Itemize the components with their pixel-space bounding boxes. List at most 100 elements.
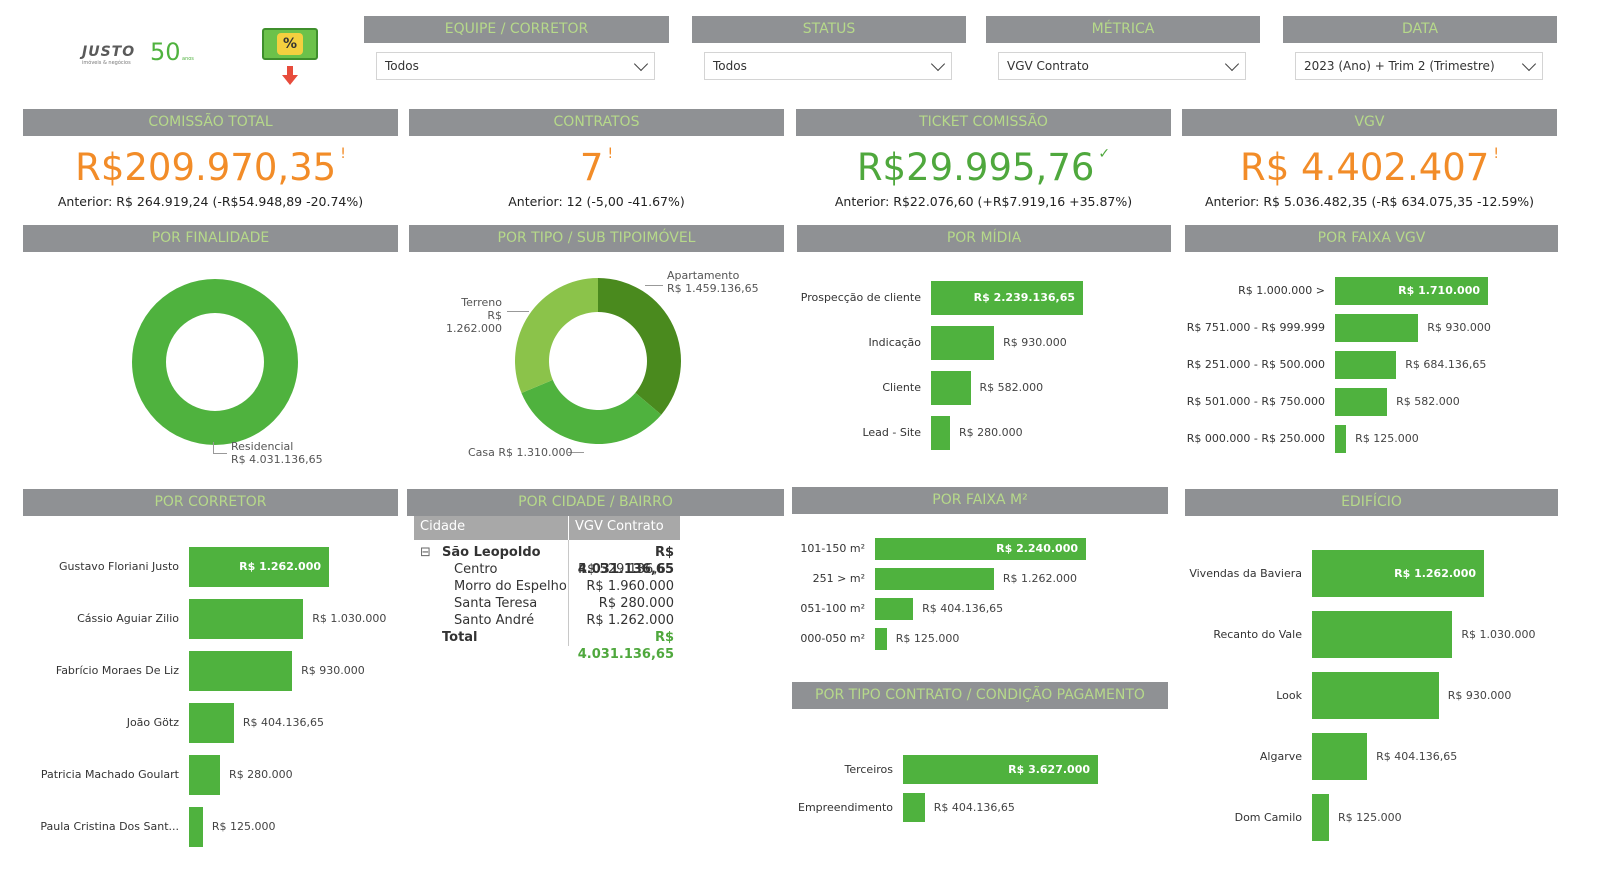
bar-mark[interactable] [903,793,925,822]
table-header-vgv[interactable]: VGV Contrato [569,516,680,540]
bar-mark[interactable] [189,807,203,847]
logo-years: 50 [150,38,181,66]
kpi-value-contratos: 7! [409,146,784,189]
corretor-bar-chart: Gustavo Floriani Justo R$ 1.262.000 Cássio… [23,540,398,855]
tipo-label-connector-casa [568,452,584,453]
bar-mark[interactable] [875,568,994,590]
warning-icon: ! [340,146,346,162]
bar-mark[interactable] [1312,550,1484,597]
bar-mark[interactable] [903,755,1098,784]
kpi-comissao-number: R$209.970,35 [75,146,337,189]
filter-equipe-select[interactable]: Todos [376,52,655,80]
bar-mark[interactable] [931,326,995,360]
bar-mark[interactable] [189,547,329,587]
kpi-value-comissao: R$209.970,35! [23,146,398,189]
bar-value-label: R$ 404.136,65 [933,800,1015,814]
bar-category-label: Look [1276,688,1302,702]
section-header-corretor: POR CORRETOR [23,489,398,516]
filter-header-metrica: MÉTRICA [986,16,1260,43]
logo-brand: JUSTO [82,44,136,60]
kpi-previous-ticket: Anterior: R$22.076,60 (+R$7.919,16 +35.8… [834,194,1133,209]
kpi-value-ticket: R$29.995,76 ✓ [796,146,1171,189]
table-row-label[interactable]: Morro do Espelho [454,579,567,594]
bar-mark[interactable] [931,281,1083,315]
bar-mark[interactable] [1312,672,1439,719]
table-row-value: R$ 1.960.000 [586,579,674,594]
section-header-faixa-m2: POR FAIXA M² [792,487,1168,514]
bar-mark[interactable] [875,628,887,650]
tipo-slice-label-casa: Casa R$ 1.310.000 [468,446,573,459]
bar-mark[interactable] [189,755,221,795]
bar-mark[interactable] [189,599,304,639]
donut-slice-terreno[interactable] [515,278,598,394]
donut-slice-apartamento[interactable] [598,278,681,415]
bar-category-label: Terceiros [844,762,893,776]
kpi-header-comissao: COMISSÃO TOTAL [23,109,398,136]
donut-slice-residencial[interactable] [132,279,298,445]
tipo-slice-label-terreno: Terreno R$ 1.262.000 [432,296,502,335]
bar-category-label: Gustavo Floriani Justo [59,560,179,573]
chevron-down-icon [1521,56,1537,72]
filter-data-select[interactable]: 2023 (Ano) + Trim 2 (Trimestre) [1295,52,1543,80]
bar-category-label: 000-050 m² [800,632,865,645]
bar-mark[interactable] [1312,733,1368,780]
kpi-vgv-number: R$ 4.402.407 [1240,146,1490,189]
table-header-cidade[interactable]: Cidade [414,516,568,540]
bar-category-label: 251 > m² [812,572,865,585]
bar-value-label: R$ 930.000 [1427,321,1491,334]
bar-category-label: Vivendas da Baviera [1189,566,1302,580]
bar-value-label: R$ 280.000 [229,768,293,781]
bar-mark[interactable] [1312,794,1330,841]
tipo-terreno-name: Terreno [461,296,502,309]
tipo-slice-label-apartamento: Apartamento R$ 1.459.136,65 [667,269,759,295]
filter-status-select[interactable]: Todos [704,52,952,80]
collapse-icon[interactable]: ⊟ [420,545,431,560]
section-header-faixa-vgv: POR FAIXA VGV [1185,225,1558,252]
table-row-value: R$ 4.031.136,65 [577,545,674,577]
bar-category-label: Recanto do Vale [1213,627,1302,641]
bar-mark[interactable] [875,598,914,620]
bar-mark[interactable] [1312,611,1453,658]
table-row-label[interactable]: Total [442,630,478,645]
bar-value-label: R$ 280.000 [959,426,1023,439]
bar-mark[interactable] [1335,314,1419,342]
logo-tagline: imóveis & negócios [82,60,131,66]
bar-value-label: R$ 1.262.000 [1002,572,1077,585]
bar-mark[interactable] [931,371,971,405]
bar-category-label: R$ 501.000 - R$ 750.000 [1186,395,1325,408]
finalidade-slice-name: Residencial [231,440,294,453]
bar-mark[interactable] [189,651,293,691]
bar-category-label: João Götz [126,716,179,729]
bar-mark[interactable] [1335,277,1488,305]
cidade-table: Cidade VGV Contrato ⊟ São Leopoldo R$ 4.03… [414,516,680,662]
bar-mark[interactable] [1335,351,1397,379]
bar-value-label: R$ 1.710.000 [1398,284,1480,297]
filter-metrica-select[interactable]: VGV Contrato [998,52,1246,80]
section-header-contrato: POR TIPO CONTRATO / CONDIÇÃO PAGAMENTO [792,682,1168,709]
percent-money-icon[interactable]: % [262,28,318,88]
logo-years-caption: anos [182,56,194,62]
warning-icon: ! [1493,146,1499,162]
bar-mark[interactable] [1335,388,1388,416]
section-header-edificio: EDIFÍCIO [1185,489,1558,516]
section-header-tipo: POR TIPO / SUB TIPOIMÓVEL [409,225,784,252]
table-row-label[interactable]: São Leopoldo [442,545,541,560]
bar-value-label: R$ 125.000 [895,632,960,645]
bar-category-label: Algarve [1259,749,1302,763]
table-row-value: R$ 1.262.000 [586,613,674,628]
table-row-label[interactable]: Santa Teresa [454,596,538,611]
bar-mark[interactable] [189,703,234,743]
bar-category-label: R$ 000.000 - R$ 250.000 [1186,432,1325,445]
bar-value-label: R$ 404.136,65 [242,716,324,729]
bar-mark[interactable] [931,416,950,450]
bar-mark[interactable] [1335,425,1347,453]
table-row-label[interactable]: Centro [454,562,498,577]
bar-mark[interactable] [875,538,1086,560]
finalidade-label-connector-h [213,453,227,454]
donut-slice-casa[interactable] [521,379,662,444]
table-row-label[interactable]: Santo André [454,613,535,628]
finalidade-slice-label: Residencial R$ 4.031.136,65 [231,440,323,466]
filter-metrica-value: VGV Contrato [1007,59,1089,73]
chevron-down-icon [930,56,946,72]
kpi-value-vgv: R$ 4.402.407! [1182,146,1557,189]
